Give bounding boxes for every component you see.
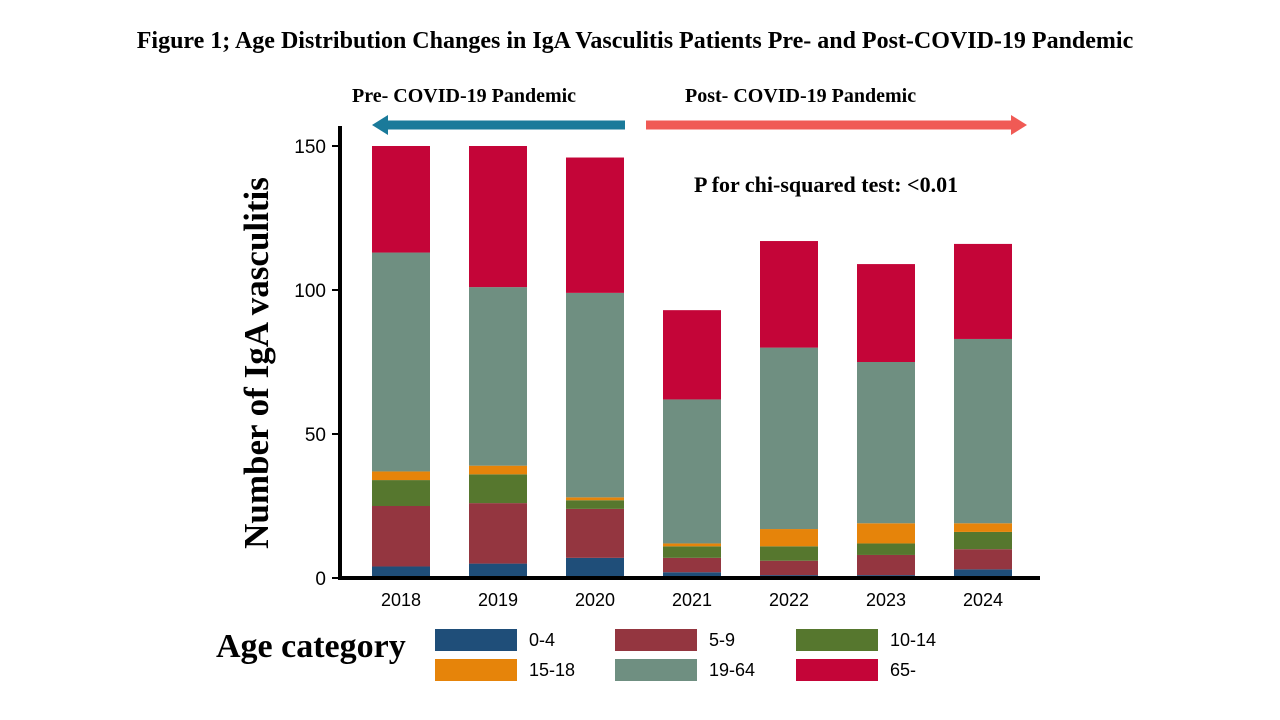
bar-segment-2020-65-	[566, 157, 624, 293]
legend-item-5-9: 5-9	[615, 629, 735, 651]
x-tick-label-2018: 2018	[381, 590, 421, 610]
x-tick-label-2024: 2024	[963, 590, 1003, 610]
x-tick-label-2023: 2023	[866, 590, 906, 610]
figure-title: Figure 1; Age Distribution Changes in Ig…	[136, 28, 1134, 54]
bar-segment-2024-15-18	[954, 523, 1012, 532]
bar-segment-2024-0-4	[954, 569, 1012, 578]
legend-swatch-5-9	[615, 629, 697, 651]
legend-label-10-14: 10-14	[890, 629, 937, 650]
bar-segment-2018-0-4	[372, 566, 430, 578]
legend-label-15-18: 15-18	[529, 659, 576, 680]
bar-segment-2019-10-14	[469, 474, 527, 504]
bar-segment-2020-19-64	[566, 292, 624, 498]
legend-swatch-19-64	[615, 659, 697, 681]
bar-segment-2019-0-4	[469, 563, 527, 578]
legend-item-10-14: 10-14	[796, 629, 936, 651]
legend-item-65-: 65-	[796, 659, 916, 681]
legend-label-5-9: 5-9	[709, 629, 736, 650]
y-tick-label-100: 100	[294, 281, 326, 302]
bar-segment-2021-65-	[663, 310, 721, 400]
legend-swatch-65-	[796, 659, 878, 681]
bar-segment-2022-65-	[760, 241, 818, 348]
bar-segment-2021-0-4	[663, 572, 721, 578]
bar-segment-2023-19-64	[857, 362, 915, 524]
pre-pandemic-arrow-head	[372, 115, 388, 135]
legend-swatch-0-4	[435, 629, 517, 651]
x-tick-label-2020: 2020	[575, 590, 615, 610]
bar-segment-2018-5-9	[372, 506, 430, 567]
bar-segment-2022-19-64	[760, 347, 818, 530]
chi-squared-annotation: P for chi-squared test: <0.01	[694, 172, 959, 197]
bar-segment-2022-15-18	[760, 529, 818, 547]
bar-segment-2020-0-4	[566, 557, 624, 578]
bar-segment-2019-5-9	[469, 503, 527, 564]
bar-segment-2024-65-	[954, 243, 1012, 339]
bar-segment-2021-5-9	[663, 557, 721, 573]
bar-segment-2021-10-14	[663, 546, 721, 558]
x-tick-label-2019: 2019	[478, 590, 518, 610]
post-pandemic-label: Post- COVID-19 Pandemic	[685, 85, 917, 107]
bar-segment-2020-15-18	[566, 497, 624, 501]
x-tick-label-2021: 2021	[672, 590, 712, 610]
bar-segment-2020-5-9	[566, 508, 624, 558]
bar-segment-2018-65-	[372, 146, 430, 253]
bar-segment-2023-10-14	[857, 543, 915, 555]
bar-segment-2019-19-64	[469, 287, 527, 466]
pre-pandemic-label: Pre- COVID-19 Pandemic	[352, 85, 577, 107]
bar-segment-2019-15-18	[469, 465, 527, 475]
x-tick-label-2022: 2022	[769, 590, 809, 610]
bar-segment-2018-10-14	[372, 480, 430, 506]
y-tick-label-150: 150	[294, 137, 326, 158]
bar-segment-2021-19-64	[663, 399, 721, 544]
bar-segment-2022-5-9	[760, 560, 818, 576]
bar-segment-2023-5-9	[857, 554, 915, 576]
bar-segment-2023-15-18	[857, 523, 915, 544]
legend-item-15-18: 15-18	[435, 659, 575, 681]
bar-segment-2018-19-64	[372, 252, 430, 472]
y-tick-label-0: 0	[315, 569, 326, 590]
bar-segment-2021-15-18	[663, 543, 721, 547]
bar-segment-2023-65-	[857, 264, 915, 362]
legend-title: Age category	[216, 628, 406, 665]
bar-segment-2018-15-18	[372, 471, 430, 481]
legend-item-0-4: 0-4	[435, 629, 555, 651]
bar-segment-2019-65-	[469, 146, 527, 288]
bar-segment-2024-19-64	[954, 338, 1012, 524]
bar-segment-2024-5-9	[954, 549, 1012, 570]
legend-swatch-15-18	[435, 659, 517, 681]
legend-swatch-10-14	[796, 629, 878, 651]
legend-item-19-64: 19-64	[615, 659, 755, 681]
post-pandemic-arrow-head	[1011, 115, 1027, 135]
bar-segment-2022-10-14	[760, 546, 818, 561]
legend-label-19-64: 19-64	[709, 659, 756, 680]
bar-segment-2024-10-14	[954, 531, 1012, 550]
bar-segment-2020-10-14	[566, 500, 624, 509]
y-tick-label-50: 50	[305, 425, 326, 446]
legend-label-65-: 65-	[890, 659, 917, 680]
legend-label-0-4: 0-4	[529, 629, 556, 650]
